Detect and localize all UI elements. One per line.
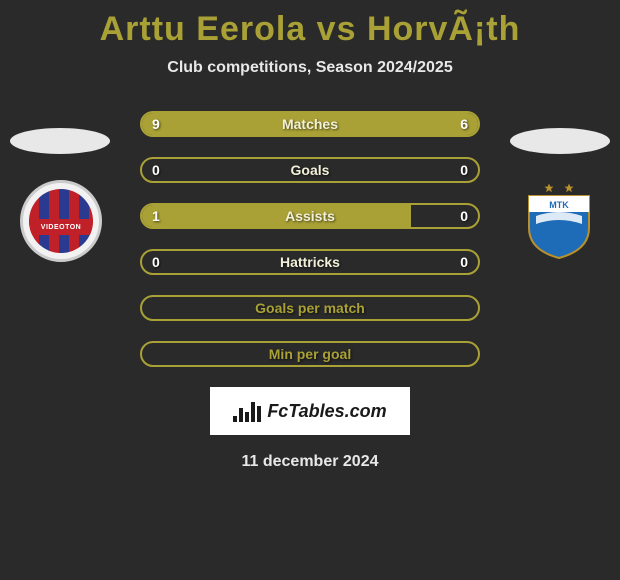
player-left-name: Arttu Eerola — [100, 10, 307, 48]
stats-container: 9 6 Matches 0 0 Goals 1 0 Assists 0 0 Hattricks Goal… — [140, 111, 480, 367]
stat-bar-left-fill — [142, 205, 411, 227]
videoton-crest: VIDEOTON — [20, 180, 102, 262]
page-title: Arttu Eerola vs HorvÃ¡th — [0, 0, 620, 49]
stat-label: Assists — [285, 208, 335, 224]
stat-bar: Min per goal — [140, 341, 480, 367]
player-right-name: HorvÃ¡th — [367, 10, 520, 48]
svg-text:MTK: MTK — [549, 200, 569, 210]
stat-label: Min per goal — [269, 346, 351, 362]
stat-label: Goals — [291, 162, 330, 178]
fctables-brand: FcTables.com — [267, 401, 386, 422]
bar-chart-icon — [233, 400, 261, 422]
right-team-crest: MTK — [518, 180, 600, 262]
vs-text: vs — [306, 10, 367, 48]
stat-right-value: 6 — [460, 116, 468, 132]
subtitle: Club competitions, Season 2024/2025 — [0, 59, 620, 77]
mtk-crest: MTK — [524, 182, 594, 260]
left-player-ellipse — [10, 128, 110, 154]
videoton-label: VIDEOTON — [29, 219, 93, 235]
stat-right-value: 0 — [460, 254, 468, 270]
stat-label: Matches — [282, 116, 338, 132]
stat-bar: 0 0 Goals — [140, 157, 480, 183]
stat-left-value: 1 — [152, 208, 160, 224]
stat-bar: 1 0 Assists — [140, 203, 480, 229]
stat-bar: Goals per match — [140, 295, 480, 321]
stat-left-value: 0 — [152, 162, 160, 178]
date-text: 11 december 2024 — [0, 453, 620, 471]
stat-label: Hattricks — [280, 254, 340, 270]
stat-right-value: 0 — [460, 162, 468, 178]
fctables-badge: FcTables.com — [210, 387, 410, 435]
stat-bar: 0 0 Hattricks — [140, 249, 480, 275]
stat-left-value: 0 — [152, 254, 160, 270]
stat-bar: 9 6 Matches — [140, 111, 480, 137]
stat-left-value: 9 — [152, 116, 160, 132]
right-player-ellipse — [510, 128, 610, 154]
left-team-crest: VIDEOTON — [20, 180, 102, 262]
stat-bar-right-fill — [344, 113, 478, 135]
stat-label: Goals per match — [255, 300, 365, 316]
stat-right-value: 0 — [460, 208, 468, 224]
